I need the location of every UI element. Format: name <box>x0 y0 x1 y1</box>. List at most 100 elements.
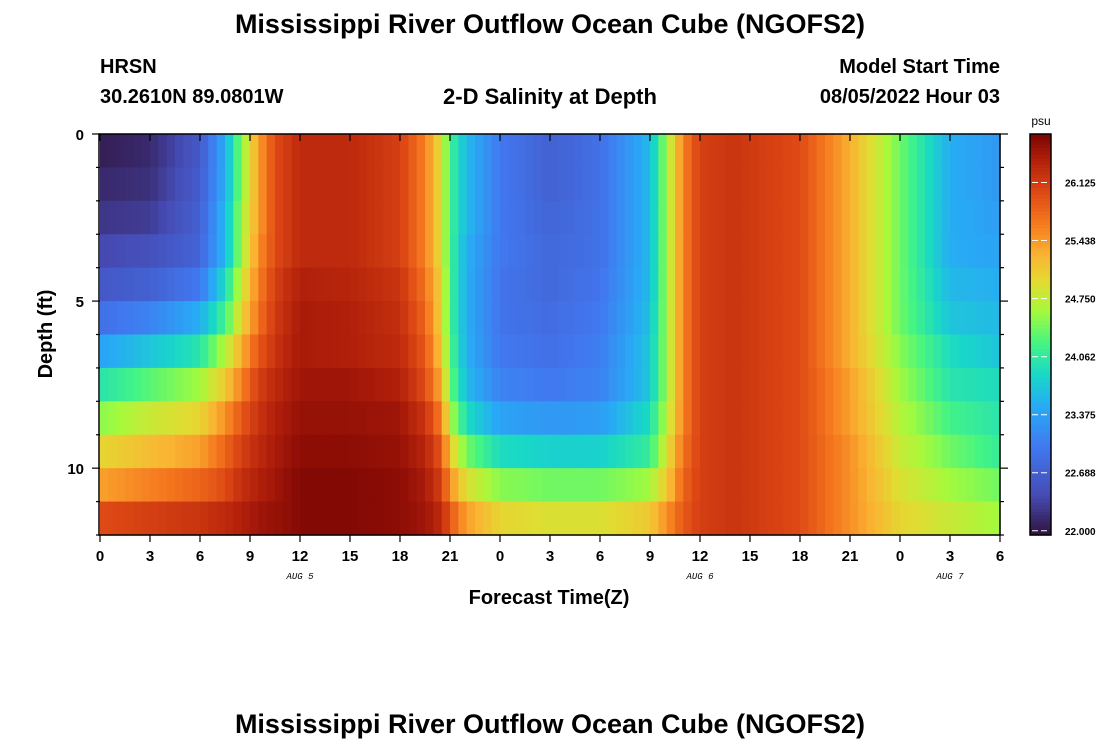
heatmap-cell <box>508 134 518 169</box>
heatmap-cell <box>966 267 976 302</box>
heatmap-cell <box>858 134 868 169</box>
heatmap-cell <box>808 200 818 235</box>
heatmap-cell <box>350 434 359 469</box>
heatmap-cell <box>441 401 451 436</box>
heatmap-cell <box>283 267 293 302</box>
heatmap-cell <box>583 267 593 302</box>
heatmap-cell <box>850 334 859 369</box>
heatmap-cell <box>583 334 593 369</box>
heatmap-cell <box>691 501 701 536</box>
colorbar-swatch <box>1030 314 1051 319</box>
heatmap-cell <box>308 134 318 169</box>
heatmap-cell <box>875 334 884 369</box>
colorbar-tick-label: 24.750 <box>1065 295 1096 306</box>
heatmap-cell <box>258 134 268 169</box>
heatmap-cell <box>258 334 268 369</box>
heatmap-cell <box>275 234 284 269</box>
heatmap-cell <box>941 200 951 235</box>
heatmap-cell <box>941 434 951 469</box>
heatmap-cell <box>708 234 718 269</box>
heatmap-cell <box>533 434 543 469</box>
heatmap-cell <box>441 134 451 169</box>
heatmap-cell <box>525 334 534 369</box>
heatmap-cell <box>991 301 1001 336</box>
heatmap-cell <box>758 334 768 369</box>
heatmap-cell <box>725 200 734 235</box>
heatmap-cell <box>666 334 676 369</box>
heatmap-cell <box>525 434 534 469</box>
heatmap-cell <box>775 334 784 369</box>
heatmap-cell <box>733 434 743 469</box>
heatmap-cell <box>508 200 518 235</box>
heatmap-cell <box>716 234 726 269</box>
heatmap-cell <box>891 401 901 436</box>
heatmap-cell <box>500 301 509 336</box>
heatmap-cell <box>591 301 601 336</box>
colorbar-swatch <box>1030 411 1051 416</box>
heatmap-cell <box>216 267 226 302</box>
heatmap-cell <box>808 134 818 169</box>
heatmap-cell <box>191 167 201 202</box>
heatmap-cell <box>866 200 876 235</box>
heatmap-cell <box>991 468 1001 503</box>
heatmap-cell <box>208 167 218 202</box>
heatmap-cell <box>133 200 143 235</box>
heatmap-cell <box>641 434 651 469</box>
heatmap-cell <box>808 301 818 336</box>
heatmap-cell <box>383 468 393 503</box>
heatmap-cell <box>133 468 143 503</box>
heatmap-cell <box>350 401 359 436</box>
x-tick-label: 18 <box>392 548 409 565</box>
heatmap-cell <box>758 468 768 503</box>
heatmap-cell <box>958 267 968 302</box>
heatmap-cell <box>725 267 734 302</box>
heatmap-cell <box>833 501 843 536</box>
heatmap-cell <box>833 200 843 235</box>
heatmap-cell <box>341 401 351 436</box>
heatmap-cell <box>958 200 968 235</box>
colorbar-tick-label: 23.375 <box>1065 411 1096 422</box>
heatmap-cell <box>675 334 684 369</box>
heatmap-cell <box>816 167 826 202</box>
colorbar-swatch <box>1030 367 1051 372</box>
colorbar-frame <box>1029 133 1052 536</box>
heatmap-cell <box>250 434 259 469</box>
colorbar-swatch <box>1030 484 1051 489</box>
heatmap-cell <box>475 434 484 469</box>
heatmap-cell <box>966 401 976 436</box>
colorbar-swatch <box>1030 184 1051 189</box>
heatmap-cell <box>150 200 159 235</box>
heatmap-cell <box>216 134 226 169</box>
heatmap-cell <box>425 134 434 169</box>
heatmap-cell <box>466 267 476 302</box>
heatmap-cell <box>541 501 551 536</box>
heatmap-cell <box>833 334 843 369</box>
heatmap-cell <box>541 334 551 369</box>
colorbar-swatch <box>1030 337 1051 342</box>
heatmap-cell <box>575 200 584 235</box>
colorbar-swatch <box>1030 528 1051 533</box>
heatmap-cell <box>491 267 501 302</box>
heatmap-cell <box>166 301 176 336</box>
heatmap-cell <box>575 167 584 202</box>
heatmap-cell <box>908 334 918 369</box>
heatmap-cell <box>308 434 318 469</box>
heatmap-cell <box>283 301 293 336</box>
heatmap-cell <box>158 200 168 235</box>
heatmap-cell <box>166 234 176 269</box>
heatmap-cell <box>558 401 568 436</box>
heatmap-cell <box>775 301 784 336</box>
heatmap-cell <box>416 134 426 169</box>
heatmap-cell <box>900 167 909 202</box>
heatmap-cell <box>333 200 343 235</box>
heatmap-cell <box>191 267 201 302</box>
heatmap-cell <box>325 401 334 436</box>
heatmap-cell <box>208 501 218 536</box>
heatmap-cell <box>883 234 893 269</box>
heatmap-cell <box>991 334 1001 369</box>
heatmap-cell <box>716 468 726 503</box>
heatmap-cell <box>825 401 834 436</box>
heatmap-cell <box>216 367 226 402</box>
heatmap-cell <box>808 401 818 436</box>
heatmap-cell <box>125 501 134 536</box>
